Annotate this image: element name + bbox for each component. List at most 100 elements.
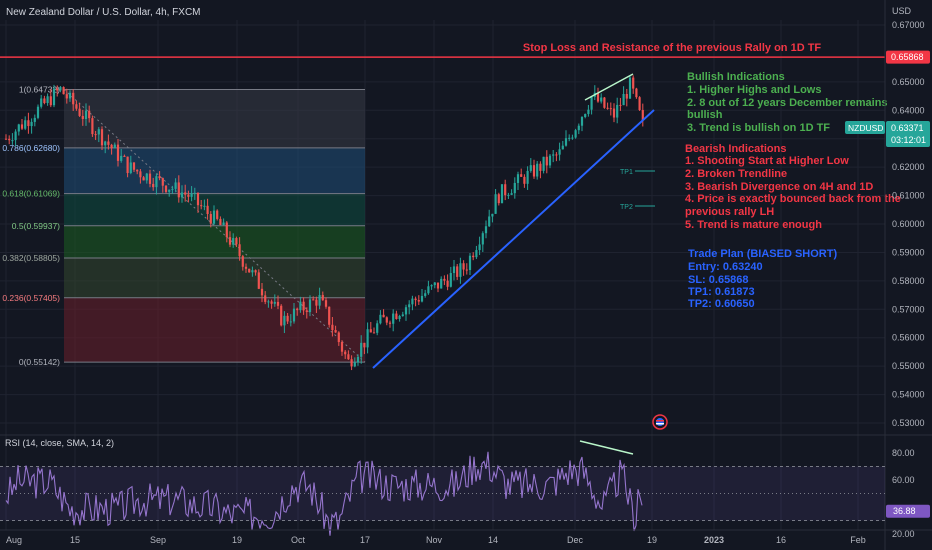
time-tick-label: Sep <box>150 535 166 545</box>
candle-body <box>200 205 203 207</box>
candle-body <box>164 185 168 192</box>
candle-body <box>148 173 152 184</box>
candle-body <box>158 176 161 179</box>
candle-body <box>449 273 452 287</box>
candle-body <box>424 293 427 296</box>
candle-body <box>363 342 366 348</box>
candle-body <box>571 137 574 139</box>
candle-body <box>440 278 443 289</box>
candle-body <box>283 315 286 326</box>
candle-body <box>420 295 424 302</box>
candle-body <box>619 104 622 106</box>
stop-loss-title: Stop Loss and Resistance of the previous… <box>523 42 822 54</box>
candle-body <box>222 222 225 225</box>
candle-body <box>11 140 14 142</box>
candle-body <box>632 77 635 89</box>
price-tick-label: 0.65000 <box>892 77 925 87</box>
candle-body <box>100 129 104 146</box>
time-tick-label: 19 <box>647 535 657 545</box>
candle-body <box>286 315 289 322</box>
candle-body <box>484 226 488 234</box>
price-divergence-line[interactable] <box>584 73 634 101</box>
candle-body <box>388 322 392 324</box>
svg-text:0.65868: 0.65868 <box>891 52 924 62</box>
svg-text:NZDUSD: NZDUSD <box>848 123 883 133</box>
candle-body <box>398 315 401 320</box>
time-tick-label: Nov <box>426 535 443 545</box>
trendline[interactable] <box>372 109 655 369</box>
fib-level-label: 1(0.64732) <box>19 84 60 94</box>
bearish-title: Bearish Indications <box>685 143 786 155</box>
candle-body <box>196 192 200 206</box>
rsi-current-badge: 36.88 <box>886 504 930 518</box>
candle-body <box>545 156 548 166</box>
bullish-line-2: 2. 8 out of 12 years December remains <box>687 97 888 109</box>
candle-body <box>641 110 644 121</box>
candle-body <box>369 329 372 333</box>
candle-body <box>168 189 171 192</box>
bearish-line-4: 4. Price is exactly bounced back from th… <box>685 193 901 205</box>
candle-body <box>568 137 571 139</box>
candle-body <box>110 144 113 149</box>
candle-body <box>465 269 468 271</box>
last-price-badge: 0.63371 03:12:01 <box>886 121 930 147</box>
candle-body <box>427 286 430 294</box>
candle-body <box>126 156 129 174</box>
bullish-line-3: bullish <box>687 109 723 121</box>
rsi-divergence-line[interactable] <box>579 440 634 455</box>
bullish-title: Bullish Indications <box>687 71 785 83</box>
fib-zone <box>64 225 365 258</box>
candle-body <box>280 305 283 326</box>
candle-body <box>129 162 132 174</box>
candle-body <box>251 270 254 273</box>
candle-body <box>139 171 142 178</box>
candle-body <box>520 174 523 177</box>
candle-body <box>75 104 78 109</box>
candle-body <box>395 313 398 320</box>
candle-body <box>184 192 187 195</box>
candle-body <box>180 192 184 198</box>
candle-body <box>52 88 56 106</box>
rsi-title[interactable]: RSI (14, close, SMA, 14, 2) <box>5 438 114 448</box>
candle-body <box>24 120 27 129</box>
candle-body <box>78 108 81 116</box>
price-tick-label: 0.67000 <box>892 20 925 30</box>
candle-body <box>334 330 337 333</box>
trade-plan-title: Trade Plan (BIASED SHORT) <box>688 248 837 260</box>
candle-body <box>241 256 244 267</box>
candle-body <box>481 233 484 245</box>
candle-body <box>270 301 273 304</box>
candle-body <box>315 299 318 306</box>
rsi-tick-label: 60.00 <box>892 475 915 485</box>
candle-body <box>609 108 612 110</box>
candle-body <box>40 98 43 107</box>
time-axis[interactable]: Aug 15 Sep 19 Oct 17 Nov 14 Dec 19 2023 16 Feb <box>6 535 866 545</box>
economic-event-icon[interactable] <box>652 414 668 430</box>
candle-body <box>558 149 561 155</box>
candle-body <box>145 173 148 181</box>
candle-body <box>625 94 628 99</box>
candle-body <box>532 165 536 177</box>
trade-plan-tp2: TP2: 0.60650 <box>688 298 755 310</box>
candle-body <box>235 238 238 245</box>
candle-body <box>564 138 568 146</box>
candle-body <box>353 362 356 367</box>
candle-body <box>606 107 609 109</box>
price-tick-label: 0.64000 <box>892 105 925 115</box>
price-axis[interactable]: 0.670000.650000.640000.630000.620000.610… <box>892 20 925 428</box>
candle-body <box>312 299 315 301</box>
candle-body <box>603 97 606 108</box>
candle-body <box>356 356 360 363</box>
candle-body <box>264 295 267 302</box>
candle-body <box>612 108 616 118</box>
candle-body <box>33 117 36 122</box>
fib-level-label: 0.382(0.58805) <box>2 253 60 263</box>
symbol-title[interactable]: New Zealand Dollar / U.S. Dollar, 4h, FX… <box>6 7 201 18</box>
tp2-label: TP2 <box>620 204 633 211</box>
candle-body <box>43 98 46 104</box>
price-tick-label: 0.59000 <box>892 247 925 257</box>
candle-body <box>206 205 209 215</box>
countdown-label: 03:12:01 <box>891 135 926 145</box>
candle-body <box>510 193 513 195</box>
